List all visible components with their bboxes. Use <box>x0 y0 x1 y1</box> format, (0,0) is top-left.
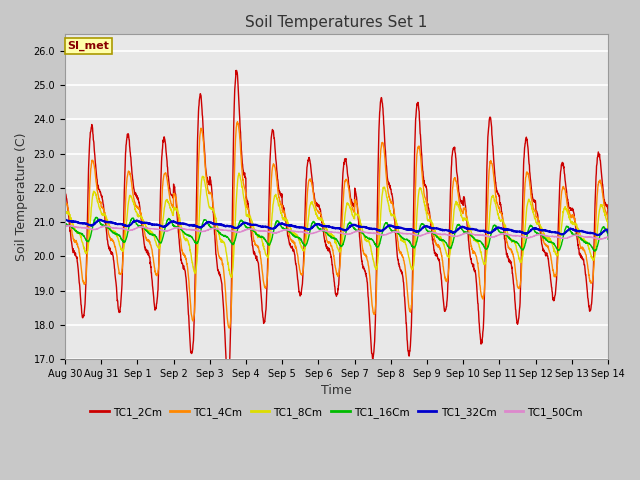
Line: TC1_50Cm: TC1_50Cm <box>65 225 608 240</box>
TC1_4Cm <box>61 199 68 205</box>
TC1_8Cm <box>495 214 502 219</box>
TC1_32Cm <box>572 228 579 233</box>
TC1_2Cm <box>353 194 360 200</box>
X-axis label: Time: Time <box>321 384 352 397</box>
TC1_2Cm <box>495 192 502 198</box>
Text: SI_met: SI_met <box>68 41 109 51</box>
Title: Soil Temperatures Set 1: Soil Temperatures Set 1 <box>245 15 428 30</box>
Line: TC1_4Cm: TC1_4Cm <box>65 122 608 328</box>
TC1_16Cm <box>495 228 502 233</box>
TC1_4Cm <box>212 235 220 240</box>
TC1_32Cm <box>212 221 220 227</box>
TC1_8Cm <box>235 170 243 176</box>
TC1_32Cm <box>61 216 69 222</box>
TC1_4Cm <box>604 230 612 236</box>
TC1_50Cm <box>212 226 220 231</box>
TC1_4Cm <box>557 204 564 209</box>
TC1_16Cm <box>591 248 598 254</box>
TC1_50Cm <box>65 222 72 228</box>
TC1_50Cm <box>556 235 564 241</box>
Y-axis label: Soil Temperature (C): Soil Temperature (C) <box>15 132 28 261</box>
TC1_32Cm <box>353 223 360 228</box>
TC1_2Cm <box>224 378 232 384</box>
TC1_32Cm <box>594 232 602 238</box>
TC1_4Cm <box>225 325 233 331</box>
TC1_32Cm <box>604 229 612 235</box>
TC1_16Cm <box>556 245 564 251</box>
TC1_4Cm <box>495 204 502 210</box>
TC1_50Cm <box>353 228 360 234</box>
TC1_16Cm <box>604 236 612 242</box>
Line: TC1_32Cm: TC1_32Cm <box>65 219 608 235</box>
TC1_16Cm <box>212 227 220 233</box>
TC1_2Cm <box>557 169 564 175</box>
TC1_16Cm <box>572 231 579 237</box>
TC1_8Cm <box>365 237 372 243</box>
TC1_32Cm <box>61 217 68 223</box>
TC1_4Cm <box>234 119 241 125</box>
TC1_50Cm <box>364 230 372 236</box>
Line: TC1_16Cm: TC1_16Cm <box>65 217 608 251</box>
TC1_16Cm <box>353 227 360 233</box>
Line: TC1_2Cm: TC1_2Cm <box>65 71 608 381</box>
TC1_8Cm <box>353 212 360 217</box>
TC1_50Cm <box>495 232 502 238</box>
TC1_4Cm <box>365 263 372 268</box>
TC1_2Cm <box>212 254 220 260</box>
Legend: TC1_2Cm, TC1_4Cm, TC1_8Cm, TC1_16Cm, TC1_32Cm, TC1_50Cm: TC1_2Cm, TC1_4Cm, TC1_8Cm, TC1_16Cm, TC1… <box>86 403 587 422</box>
TC1_50Cm <box>61 224 68 229</box>
TC1_16Cm <box>364 235 372 241</box>
TC1_2Cm <box>604 230 612 236</box>
TC1_8Cm <box>557 233 564 239</box>
Line: TC1_8Cm: TC1_8Cm <box>65 173 608 277</box>
TC1_4Cm <box>353 200 360 205</box>
TC1_2Cm <box>365 295 372 301</box>
TC1_16Cm <box>93 215 100 220</box>
TC1_8Cm <box>212 219 220 225</box>
TC1_32Cm <box>364 225 372 231</box>
TC1_50Cm <box>572 232 579 238</box>
TC1_8Cm <box>572 221 579 227</box>
TC1_8Cm <box>604 229 612 235</box>
TC1_50Cm <box>604 235 612 240</box>
TC1_32Cm <box>495 225 502 230</box>
TC1_50Cm <box>596 237 604 242</box>
TC1_2Cm <box>233 68 241 73</box>
TC1_8Cm <box>61 208 68 214</box>
TC1_32Cm <box>556 231 564 237</box>
TC1_8Cm <box>228 275 236 280</box>
TC1_16Cm <box>61 221 68 227</box>
TC1_2Cm <box>572 224 579 230</box>
TC1_2Cm <box>61 191 68 197</box>
TC1_4Cm <box>572 222 579 228</box>
